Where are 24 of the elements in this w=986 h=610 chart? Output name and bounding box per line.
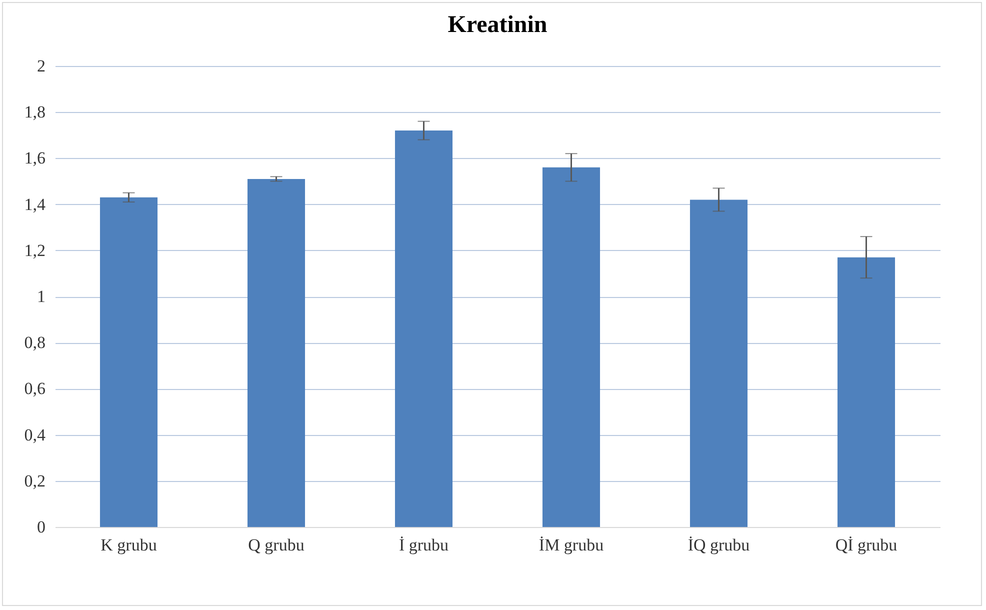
x-tick-label: Q grubu	[248, 536, 305, 554]
y-tick-label: 1,2	[24, 240, 46, 260]
x-tick-label: Qİ grubu	[835, 536, 898, 554]
y-tick-label: 1,8	[24, 102, 46, 122]
y-tick-label: 1,4	[24, 194, 46, 214]
y-tick-label: 0	[37, 518, 46, 536]
y-tick-label: 0,6	[24, 379, 46, 398]
y-tick-label: 0,4	[24, 425, 46, 444]
x-tick-label: İM grubu	[538, 536, 604, 554]
y-tick-label: 0,2	[24, 471, 46, 490]
bar	[837, 257, 896, 527]
y-tick-label: 1,6	[24, 148, 46, 168]
bar	[542, 167, 600, 527]
x-tick-label: İ grubu	[398, 536, 450, 554]
y-tick-label: 0,8	[24, 333, 46, 352]
x-tick-label: K grubu	[100, 536, 158, 554]
bar	[247, 178, 306, 527]
bar	[100, 197, 158, 527]
chart-title: Kreatinin	[448, 12, 548, 38]
y-tick-label: 1	[37, 287, 46, 306]
bar	[394, 130, 453, 527]
x-tick-label: İQ grubu	[688, 536, 750, 554]
y-tick-label: 2	[37, 56, 46, 76]
bar	[690, 200, 748, 527]
